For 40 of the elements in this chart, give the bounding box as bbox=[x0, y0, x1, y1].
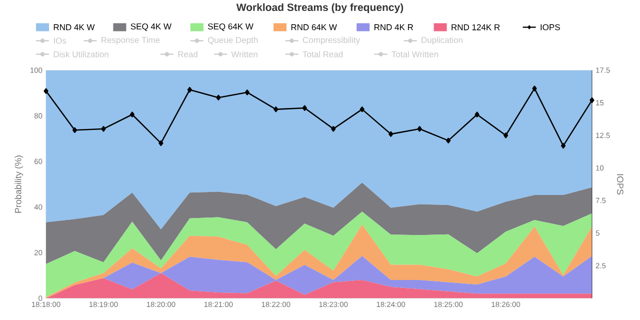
point bbox=[503, 132, 508, 138]
point bbox=[560, 142, 566, 149]
legend-label: Compressibility bbox=[302, 36, 360, 45]
legend-label: Written bbox=[231, 50, 258, 58]
legend-label: SEQ 64K W bbox=[208, 23, 254, 31]
legend-label: Queue Depth bbox=[208, 36, 258, 45]
point bbox=[474, 112, 480, 118]
point bbox=[44, 88, 48, 94]
legend-label: RND 4K W bbox=[54, 24, 95, 30]
point bbox=[158, 140, 164, 146]
legend-label: Read bbox=[178, 50, 198, 58]
legend-label: Total Written bbox=[392, 50, 438, 58]
legend-label: IOs bbox=[54, 38, 66, 44]
legend-label: IOPS bbox=[540, 24, 560, 30]
legend-label: RND 64K W bbox=[291, 24, 337, 30]
point bbox=[244, 89, 250, 96]
legend-label: Duplication bbox=[422, 36, 462, 45]
legend-label: SEQ 4K W bbox=[130, 23, 172, 31]
point bbox=[417, 126, 422, 132]
y2-axis-title: IOPS bbox=[616, 174, 624, 194]
point bbox=[72, 127, 78, 133]
legend-label: RND 124K R bbox=[452, 24, 500, 30]
point bbox=[130, 112, 135, 118]
point bbox=[590, 97, 594, 103]
point bbox=[532, 86, 537, 92]
point bbox=[388, 131, 394, 137]
legend-label: RND 4K R bbox=[374, 24, 414, 30]
point bbox=[216, 94, 221, 100]
point bbox=[331, 126, 336, 132]
chart-title: Workload Streams (by frequency) bbox=[236, 3, 404, 14]
point bbox=[302, 105, 307, 111]
point bbox=[274, 106, 278, 112]
point bbox=[360, 106, 364, 112]
y-axis-title: Probability (%) bbox=[14, 155, 24, 213]
legend-label: Response Time bbox=[102, 36, 160, 45]
point bbox=[101, 126, 106, 132]
point bbox=[187, 86, 192, 93]
legend-label: Total Read bbox=[302, 50, 343, 58]
point bbox=[446, 138, 451, 144]
legend-label: Disk Utilization bbox=[54, 50, 108, 58]
